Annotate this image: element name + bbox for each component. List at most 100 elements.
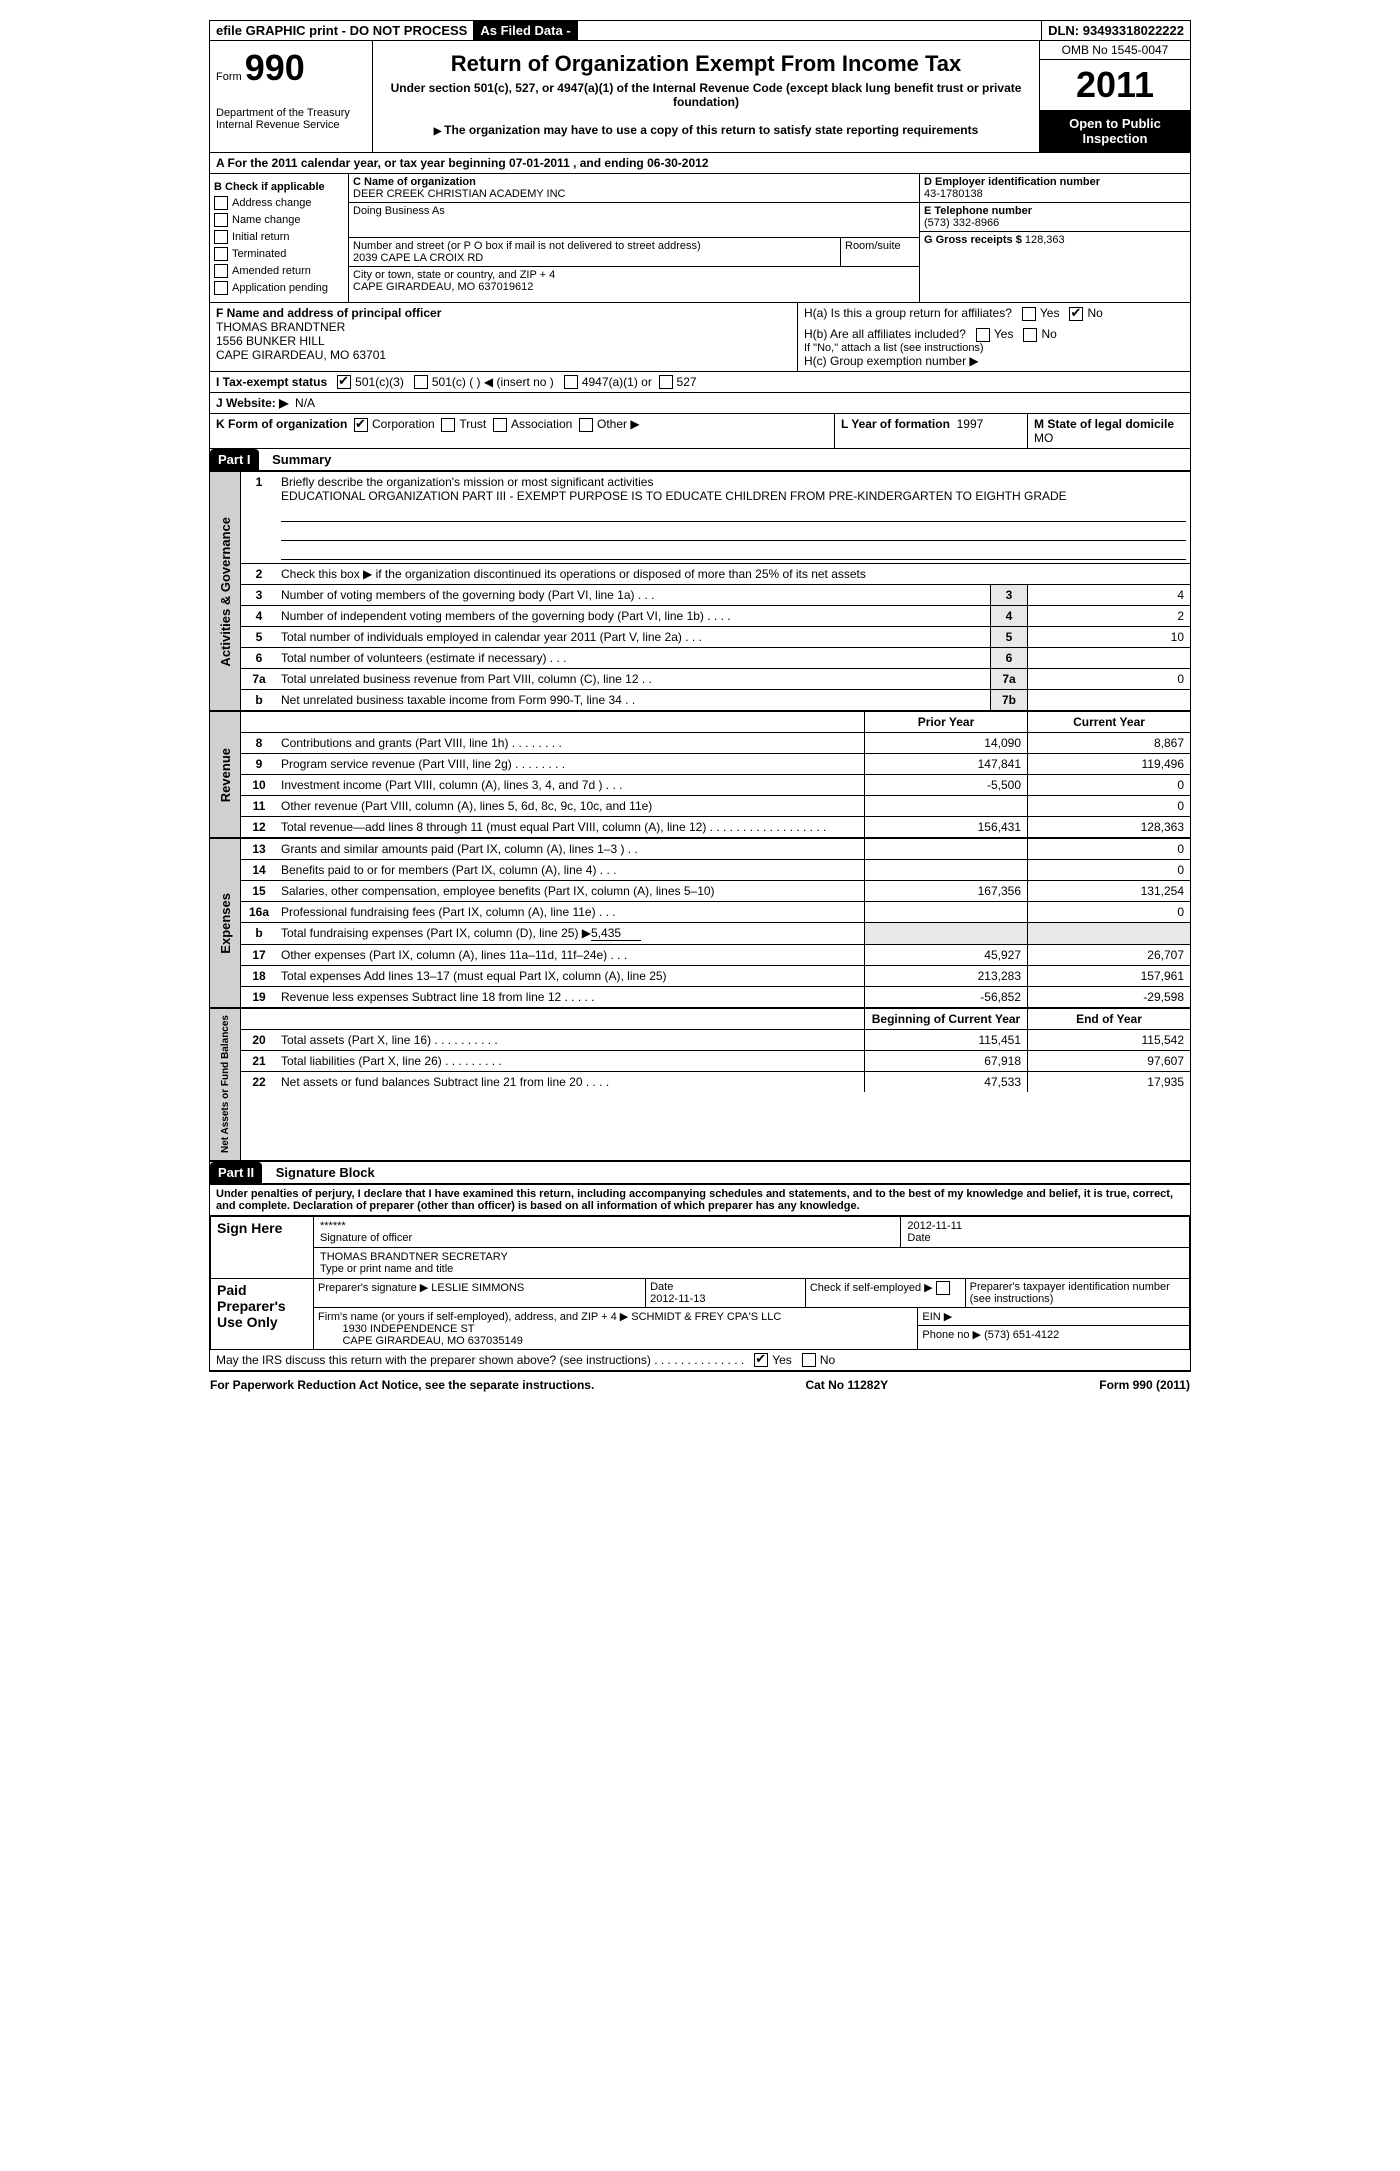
chk-hb-yes[interactable] xyxy=(976,328,990,342)
part1-hdr: Part I xyxy=(210,449,259,470)
topbar-spacer xyxy=(578,21,1042,40)
p17: 45,927 xyxy=(864,945,1027,965)
chk-initial-return[interactable] xyxy=(214,230,228,244)
form-id-col: Form 990 Department of the Treasury Inte… xyxy=(210,41,373,152)
q2: Check this box ▶ if the organization dis… xyxy=(277,564,1190,584)
l22: Net assets or fund balances Subtract lin… xyxy=(277,1072,864,1092)
l18: Total expenses Add lines 13–17 (must equ… xyxy=(277,966,864,986)
mission-text: EDUCATIONAL ORGANIZATION PART III - EXEM… xyxy=(281,489,1067,503)
l8: Contributions and grants (Part VIII, lin… xyxy=(277,733,864,753)
chk-4947[interactable] xyxy=(564,375,578,389)
g-label: G Gross receipts $ xyxy=(924,234,1022,246)
cat-no: Cat No 11282Y xyxy=(805,1378,888,1392)
f-label: F Name and address of principal officer xyxy=(216,306,791,320)
sig-stars: ****** xyxy=(320,1220,894,1232)
chk-527[interactable] xyxy=(659,375,673,389)
q7a: Total unrelated business revenue from Pa… xyxy=(277,669,990,689)
p9: 147,841 xyxy=(864,754,1027,774)
dba-label: Doing Business As xyxy=(353,205,915,217)
i-label: I Tax-exempt status xyxy=(216,375,327,389)
chk-terminated[interactable] xyxy=(214,247,228,261)
l14: Benefits paid to or for members (Part IX… xyxy=(277,860,864,880)
city-label: City or town, state or country, and ZIP … xyxy=(353,269,915,281)
b-label: B Check if applicable xyxy=(214,181,344,193)
firm-name: SCHMIDT & FREY CPA'S LLC xyxy=(631,1311,781,1323)
b-opt-0: Address change xyxy=(232,197,312,209)
c16a: 0 xyxy=(1027,902,1190,922)
q3: Number of voting members of the governin… xyxy=(277,585,990,605)
info-block: B Check if applicable Address change Nam… xyxy=(210,174,1190,303)
chk-name-change[interactable] xyxy=(214,213,228,227)
website-value: N/A xyxy=(295,396,315,410)
d-label: D Employer identification number xyxy=(924,176,1186,188)
l11: Other revenue (Part VIII, column (A), li… xyxy=(277,796,864,816)
chk-self-employed[interactable] xyxy=(936,1281,950,1295)
sign-here-label: Sign Here xyxy=(211,1216,314,1278)
chk-trust[interactable] xyxy=(441,418,455,432)
dln: DLN: 93493318022222 xyxy=(1042,21,1190,40)
c15: 131,254 xyxy=(1027,881,1190,901)
c18: 157,961 xyxy=(1027,966,1190,986)
chk-app-pending[interactable] xyxy=(214,281,228,295)
ha-yes: Yes xyxy=(1040,306,1060,320)
form-ref: Form 990 (2011) xyxy=(1099,1378,1190,1392)
right-info: D Employer identification number 43-1780… xyxy=(920,174,1190,302)
tax-year-begin: 07-01-2011 xyxy=(509,156,570,170)
officer-addr1: 1556 BUNKER HILL xyxy=(216,334,791,348)
prep-date-label: Date xyxy=(650,1281,801,1293)
ein-value: 43-1780138 xyxy=(924,188,1186,200)
hb-no: No xyxy=(1041,327,1056,341)
penalty-text: Under penalties of perjury, I declare th… xyxy=(210,1185,1190,1216)
form-990-page: efile GRAPHIC print - DO NOT PROCESS As … xyxy=(209,20,1191,1372)
discuss-yes: Yes xyxy=(772,1353,792,1367)
section-k: K Form of organization Corporation Trust… xyxy=(210,414,835,448)
chk-ha-no[interactable] xyxy=(1069,307,1083,321)
l13: Grants and similar amounts paid (Part IX… xyxy=(277,839,864,859)
c-name-label: C Name of organization xyxy=(353,176,915,188)
street-label: Number and street (or P O box if mail is… xyxy=(353,240,836,252)
pra-notice: For Paperwork Reduction Act Notice, see … xyxy=(210,1378,594,1392)
firm-addr2: CAPE GIRARDEAU, MO 637035149 xyxy=(342,1335,522,1347)
signature-table: Sign Here ****** Signature of officer 20… xyxy=(210,1216,1190,1350)
p10: -5,500 xyxy=(864,775,1027,795)
l16a: Professional fundraising fees (Part IX, … xyxy=(277,902,864,922)
eoy-hdr: End of Year xyxy=(1027,1009,1190,1029)
p18: 213,283 xyxy=(864,966,1027,986)
p15: 167,356 xyxy=(864,881,1027,901)
section-expenses: Expenses 13Grants and similar amounts pa… xyxy=(210,839,1190,1009)
chk-assoc[interactable] xyxy=(493,418,507,432)
chk-address-change[interactable] xyxy=(214,196,228,210)
chk-hb-no[interactable] xyxy=(1023,328,1037,342)
chk-amended[interactable] xyxy=(214,264,228,278)
officer-addr2: CAPE GIRARDEAU, MO 63701 xyxy=(216,348,791,362)
prior-hdr: Prior Year xyxy=(864,712,1027,732)
l10: Investment income (Part VIII, column (A)… xyxy=(277,775,864,795)
i-opt-2: 4947(a)(1) or xyxy=(582,375,652,389)
gross-receipts: 128,363 xyxy=(1025,234,1065,246)
c20: 115,542 xyxy=(1027,1030,1190,1050)
chk-ha-yes[interactable] xyxy=(1022,307,1036,321)
v7a: 0 xyxy=(1027,669,1190,689)
ha-no: No xyxy=(1087,306,1102,320)
q7b: Net unrelated business taxable income fr… xyxy=(277,690,990,710)
q5: Total number of individuals employed in … xyxy=(277,627,990,647)
chk-discuss-yes[interactable] xyxy=(754,1353,768,1367)
chk-other[interactable] xyxy=(579,418,593,432)
chk-501c3[interactable] xyxy=(337,375,351,389)
dept-treasury: Department of the Treasury xyxy=(216,107,366,119)
c21: 97,607 xyxy=(1027,1051,1190,1071)
chk-corp[interactable] xyxy=(354,418,368,432)
omb-col: OMB No 1545-0047 2011 Open to Public Ins… xyxy=(1040,41,1190,152)
phone-label: Phone no ▶ xyxy=(922,1329,981,1341)
v4: 2 xyxy=(1027,606,1190,626)
discuss-no: No xyxy=(820,1353,835,1367)
k-opt-1: Trust xyxy=(459,417,486,431)
chk-501c[interactable] xyxy=(414,375,428,389)
street-value: 2039 CAPE LA CROIX RD xyxy=(353,252,836,264)
section-revenue: Revenue Prior YearCurrent Year 8Contribu… xyxy=(210,712,1190,839)
l21: Total liabilities (Part X, line 26) . . … xyxy=(277,1051,864,1071)
p20: 115,451 xyxy=(864,1030,1027,1050)
sig-date-label: Date xyxy=(907,1232,1183,1244)
chk-discuss-no[interactable] xyxy=(802,1353,816,1367)
p11 xyxy=(864,796,1027,816)
